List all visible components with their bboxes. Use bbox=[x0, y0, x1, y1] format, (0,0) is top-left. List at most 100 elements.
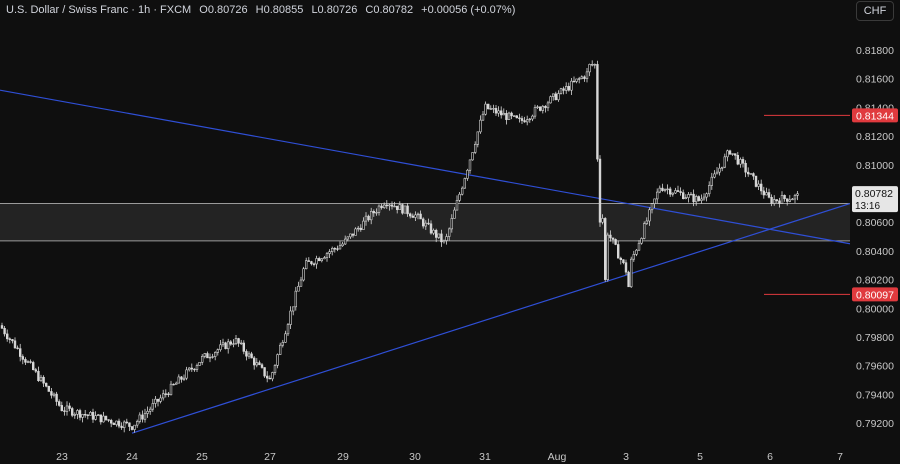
candle bbox=[377, 204, 381, 216]
candle-body bbox=[684, 197, 688, 200]
candle bbox=[255, 358, 258, 368]
candle-body bbox=[117, 420, 121, 427]
candle-body bbox=[359, 227, 362, 230]
candle bbox=[289, 306, 292, 329]
candle bbox=[13, 337, 17, 349]
candle-body bbox=[505, 113, 508, 120]
candle bbox=[89, 410, 92, 416]
candle bbox=[180, 375, 183, 383]
candle-body bbox=[479, 119, 482, 133]
candle bbox=[536, 105, 539, 110]
candle bbox=[198, 361, 201, 366]
candle-body bbox=[533, 107, 537, 117]
candle-body bbox=[622, 259, 625, 263]
candle bbox=[349, 233, 352, 239]
candle-body bbox=[81, 414, 84, 418]
candle bbox=[614, 238, 617, 246]
candle bbox=[588, 63, 591, 77]
candle bbox=[65, 401, 69, 416]
candle bbox=[0, 322, 4, 329]
candle-body bbox=[674, 190, 677, 194]
candle bbox=[291, 306, 295, 316]
candle-body bbox=[195, 365, 199, 370]
candle-body bbox=[562, 88, 565, 91]
candle bbox=[317, 256, 321, 262]
price-tick-label: 0.80400 bbox=[856, 246, 894, 258]
candle-body bbox=[164, 393, 167, 395]
candle bbox=[263, 367, 266, 378]
candle bbox=[668, 186, 672, 197]
candle bbox=[749, 173, 753, 175]
candle-body bbox=[395, 205, 399, 210]
candle bbox=[224, 341, 227, 350]
candle bbox=[648, 207, 651, 226]
candle bbox=[26, 360, 30, 364]
candle-body bbox=[34, 369, 38, 372]
candle bbox=[619, 256, 623, 265]
candle bbox=[544, 105, 547, 113]
candle-body bbox=[356, 227, 360, 230]
candle bbox=[169, 380, 173, 396]
candle-body bbox=[611, 237, 615, 240]
candle-body bbox=[598, 158, 602, 223]
candle-body bbox=[330, 248, 334, 252]
candle-body bbox=[778, 200, 781, 204]
candle-body bbox=[175, 382, 178, 385]
candle-body bbox=[343, 238, 347, 245]
candle-body bbox=[37, 370, 40, 381]
candle-body bbox=[232, 343, 235, 345]
candle bbox=[278, 342, 282, 355]
candle-body bbox=[791, 198, 794, 201]
candle-body bbox=[471, 152, 474, 161]
candle-body bbox=[351, 233, 355, 236]
candle-body bbox=[214, 352, 217, 357]
candle bbox=[746, 167, 750, 177]
candle bbox=[203, 352, 206, 359]
candle bbox=[710, 172, 714, 190]
candle-body bbox=[0, 325, 4, 329]
candle-body bbox=[177, 376, 180, 384]
candle bbox=[718, 163, 721, 176]
candle bbox=[52, 392, 56, 398]
candle bbox=[164, 389, 167, 398]
currency-button[interactable]: CHF bbox=[856, 1, 894, 21]
candle bbox=[390, 201, 394, 210]
candle bbox=[434, 228, 438, 243]
candle-body bbox=[11, 339, 14, 342]
candle-body bbox=[18, 348, 22, 357]
candle bbox=[663, 188, 667, 193]
candle-body bbox=[385, 204, 388, 207]
candle bbox=[99, 414, 103, 425]
candle-body bbox=[208, 356, 212, 359]
candle-body bbox=[668, 188, 672, 195]
candle bbox=[234, 334, 238, 346]
candle-body bbox=[489, 108, 492, 110]
candle bbox=[125, 418, 129, 425]
candle bbox=[728, 149, 732, 155]
candle-body bbox=[13, 340, 17, 349]
candle bbox=[687, 192, 690, 203]
candle-body bbox=[216, 349, 219, 353]
candle bbox=[520, 115, 524, 124]
candle bbox=[796, 190, 799, 201]
candle bbox=[450, 214, 453, 233]
candle-body bbox=[497, 110, 500, 114]
candle-body bbox=[502, 113, 505, 116]
candle-body bbox=[650, 203, 654, 211]
candle bbox=[338, 241, 342, 250]
candle-body bbox=[403, 205, 407, 214]
candle-body bbox=[736, 154, 740, 165]
candle bbox=[752, 172, 755, 180]
candle-body bbox=[676, 190, 680, 192]
candle bbox=[611, 237, 615, 244]
candle bbox=[229, 340, 232, 346]
candle-body bbox=[138, 414, 141, 422]
candle bbox=[136, 419, 139, 428]
candle-body bbox=[741, 159, 745, 164]
candle bbox=[403, 205, 407, 214]
candle-body bbox=[536, 106, 539, 108]
candle-body bbox=[44, 382, 48, 387]
candle bbox=[528, 117, 532, 123]
time-tick-label: 3 bbox=[623, 451, 629, 463]
